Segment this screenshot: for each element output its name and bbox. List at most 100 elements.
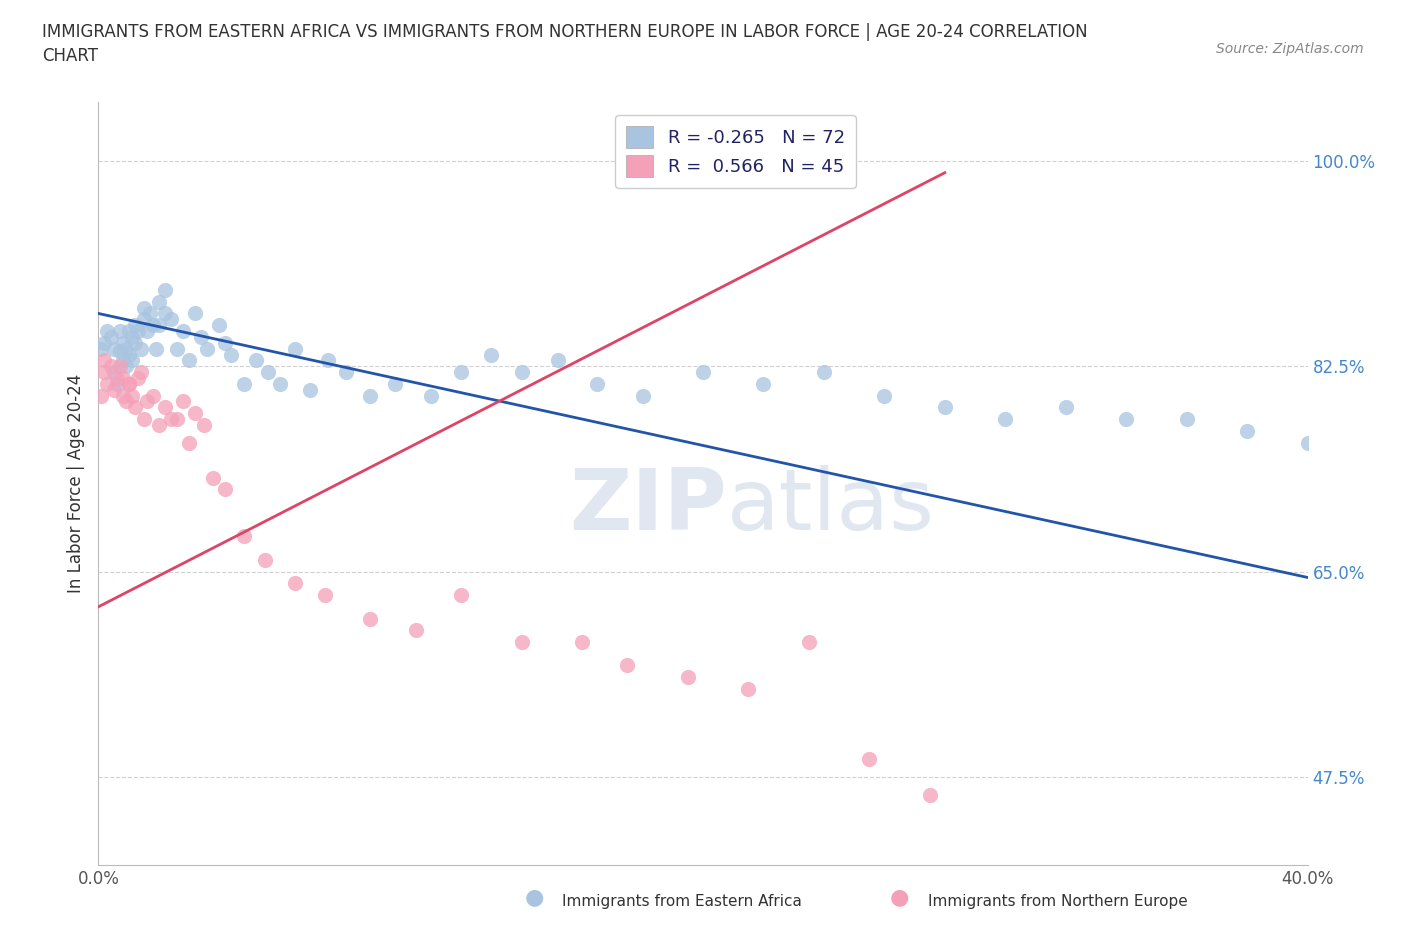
Point	[172, 324, 194, 339]
Point	[127, 370, 149, 385]
Point	[208, 318, 231, 333]
Point	[1296, 435, 1319, 450]
Point	[737, 682, 759, 697]
Point	[114, 394, 136, 409]
Point	[121, 388, 143, 403]
Point	[190, 329, 212, 344]
Point	[360, 611, 382, 626]
Point	[360, 388, 382, 403]
Point	[153, 283, 176, 298]
Point	[132, 300, 155, 315]
Point	[111, 388, 134, 403]
Point	[135, 324, 157, 339]
Point	[1115, 412, 1137, 427]
Point	[127, 324, 149, 339]
Point	[124, 318, 146, 333]
Point	[108, 324, 131, 339]
Point	[166, 412, 188, 427]
Point	[103, 341, 125, 356]
Point	[586, 377, 609, 392]
Point	[214, 482, 236, 497]
Point	[547, 353, 569, 368]
Point	[132, 312, 155, 326]
Point	[135, 394, 157, 409]
Point	[232, 529, 254, 544]
Point	[166, 341, 188, 356]
Point	[108, 343, 131, 358]
Point	[129, 341, 152, 356]
Point	[813, 365, 835, 379]
Point	[172, 394, 194, 409]
Point	[132, 412, 155, 427]
Point	[114, 341, 136, 356]
Point	[111, 353, 134, 368]
Text: ●: ●	[524, 886, 544, 907]
Point	[184, 405, 207, 420]
Point	[124, 336, 146, 351]
Point	[269, 377, 291, 392]
Point	[103, 382, 125, 397]
Point	[994, 412, 1017, 427]
Point	[858, 751, 880, 766]
Point	[918, 787, 941, 802]
Point	[160, 412, 183, 427]
Point	[153, 400, 176, 415]
Point	[284, 341, 307, 356]
Point	[118, 324, 141, 339]
Point	[510, 365, 533, 379]
Text: ●: ●	[890, 886, 910, 907]
Point	[96, 377, 118, 392]
Point	[105, 377, 128, 392]
Point	[153, 306, 176, 321]
Point	[202, 471, 225, 485]
Point	[148, 418, 170, 432]
Point	[616, 658, 638, 673]
Point	[1386, 670, 1406, 684]
Point	[256, 365, 278, 379]
Point	[692, 365, 714, 379]
Point	[420, 388, 443, 403]
Point	[103, 365, 125, 379]
Point	[384, 377, 406, 392]
Point	[1236, 423, 1258, 438]
Point	[510, 634, 533, 649]
Point	[450, 365, 472, 379]
Point	[873, 388, 896, 403]
Point	[148, 318, 170, 333]
Point	[316, 353, 339, 368]
Point	[214, 336, 236, 351]
Point	[934, 400, 956, 415]
Point	[179, 435, 201, 450]
Point	[118, 377, 141, 392]
Point	[148, 294, 170, 309]
Point	[481, 347, 503, 362]
Point	[139, 306, 162, 321]
Y-axis label: In Labor Force | Age 20-24: In Labor Force | Age 20-24	[66, 374, 84, 593]
Point	[314, 588, 336, 603]
Point	[405, 623, 427, 638]
Point	[111, 336, 134, 351]
Point	[121, 329, 143, 344]
Point	[450, 588, 472, 603]
Point	[114, 359, 136, 374]
Point	[93, 336, 115, 351]
Point	[100, 359, 122, 374]
Text: Source: ZipAtlas.com: Source: ZipAtlas.com	[1216, 42, 1364, 56]
Point	[145, 341, 167, 356]
Point	[797, 634, 820, 649]
Point	[221, 347, 243, 362]
Point	[93, 353, 115, 368]
Point	[1341, 529, 1364, 544]
Point	[1054, 400, 1077, 415]
Point	[93, 365, 115, 379]
Point	[179, 353, 201, 368]
Point	[245, 353, 267, 368]
Point	[631, 388, 654, 403]
Point	[105, 370, 128, 385]
Text: atlas: atlas	[727, 465, 935, 548]
Point	[142, 388, 165, 403]
Point	[1175, 412, 1198, 427]
Point	[100, 329, 122, 344]
Point	[129, 365, 152, 379]
Point	[118, 377, 141, 392]
